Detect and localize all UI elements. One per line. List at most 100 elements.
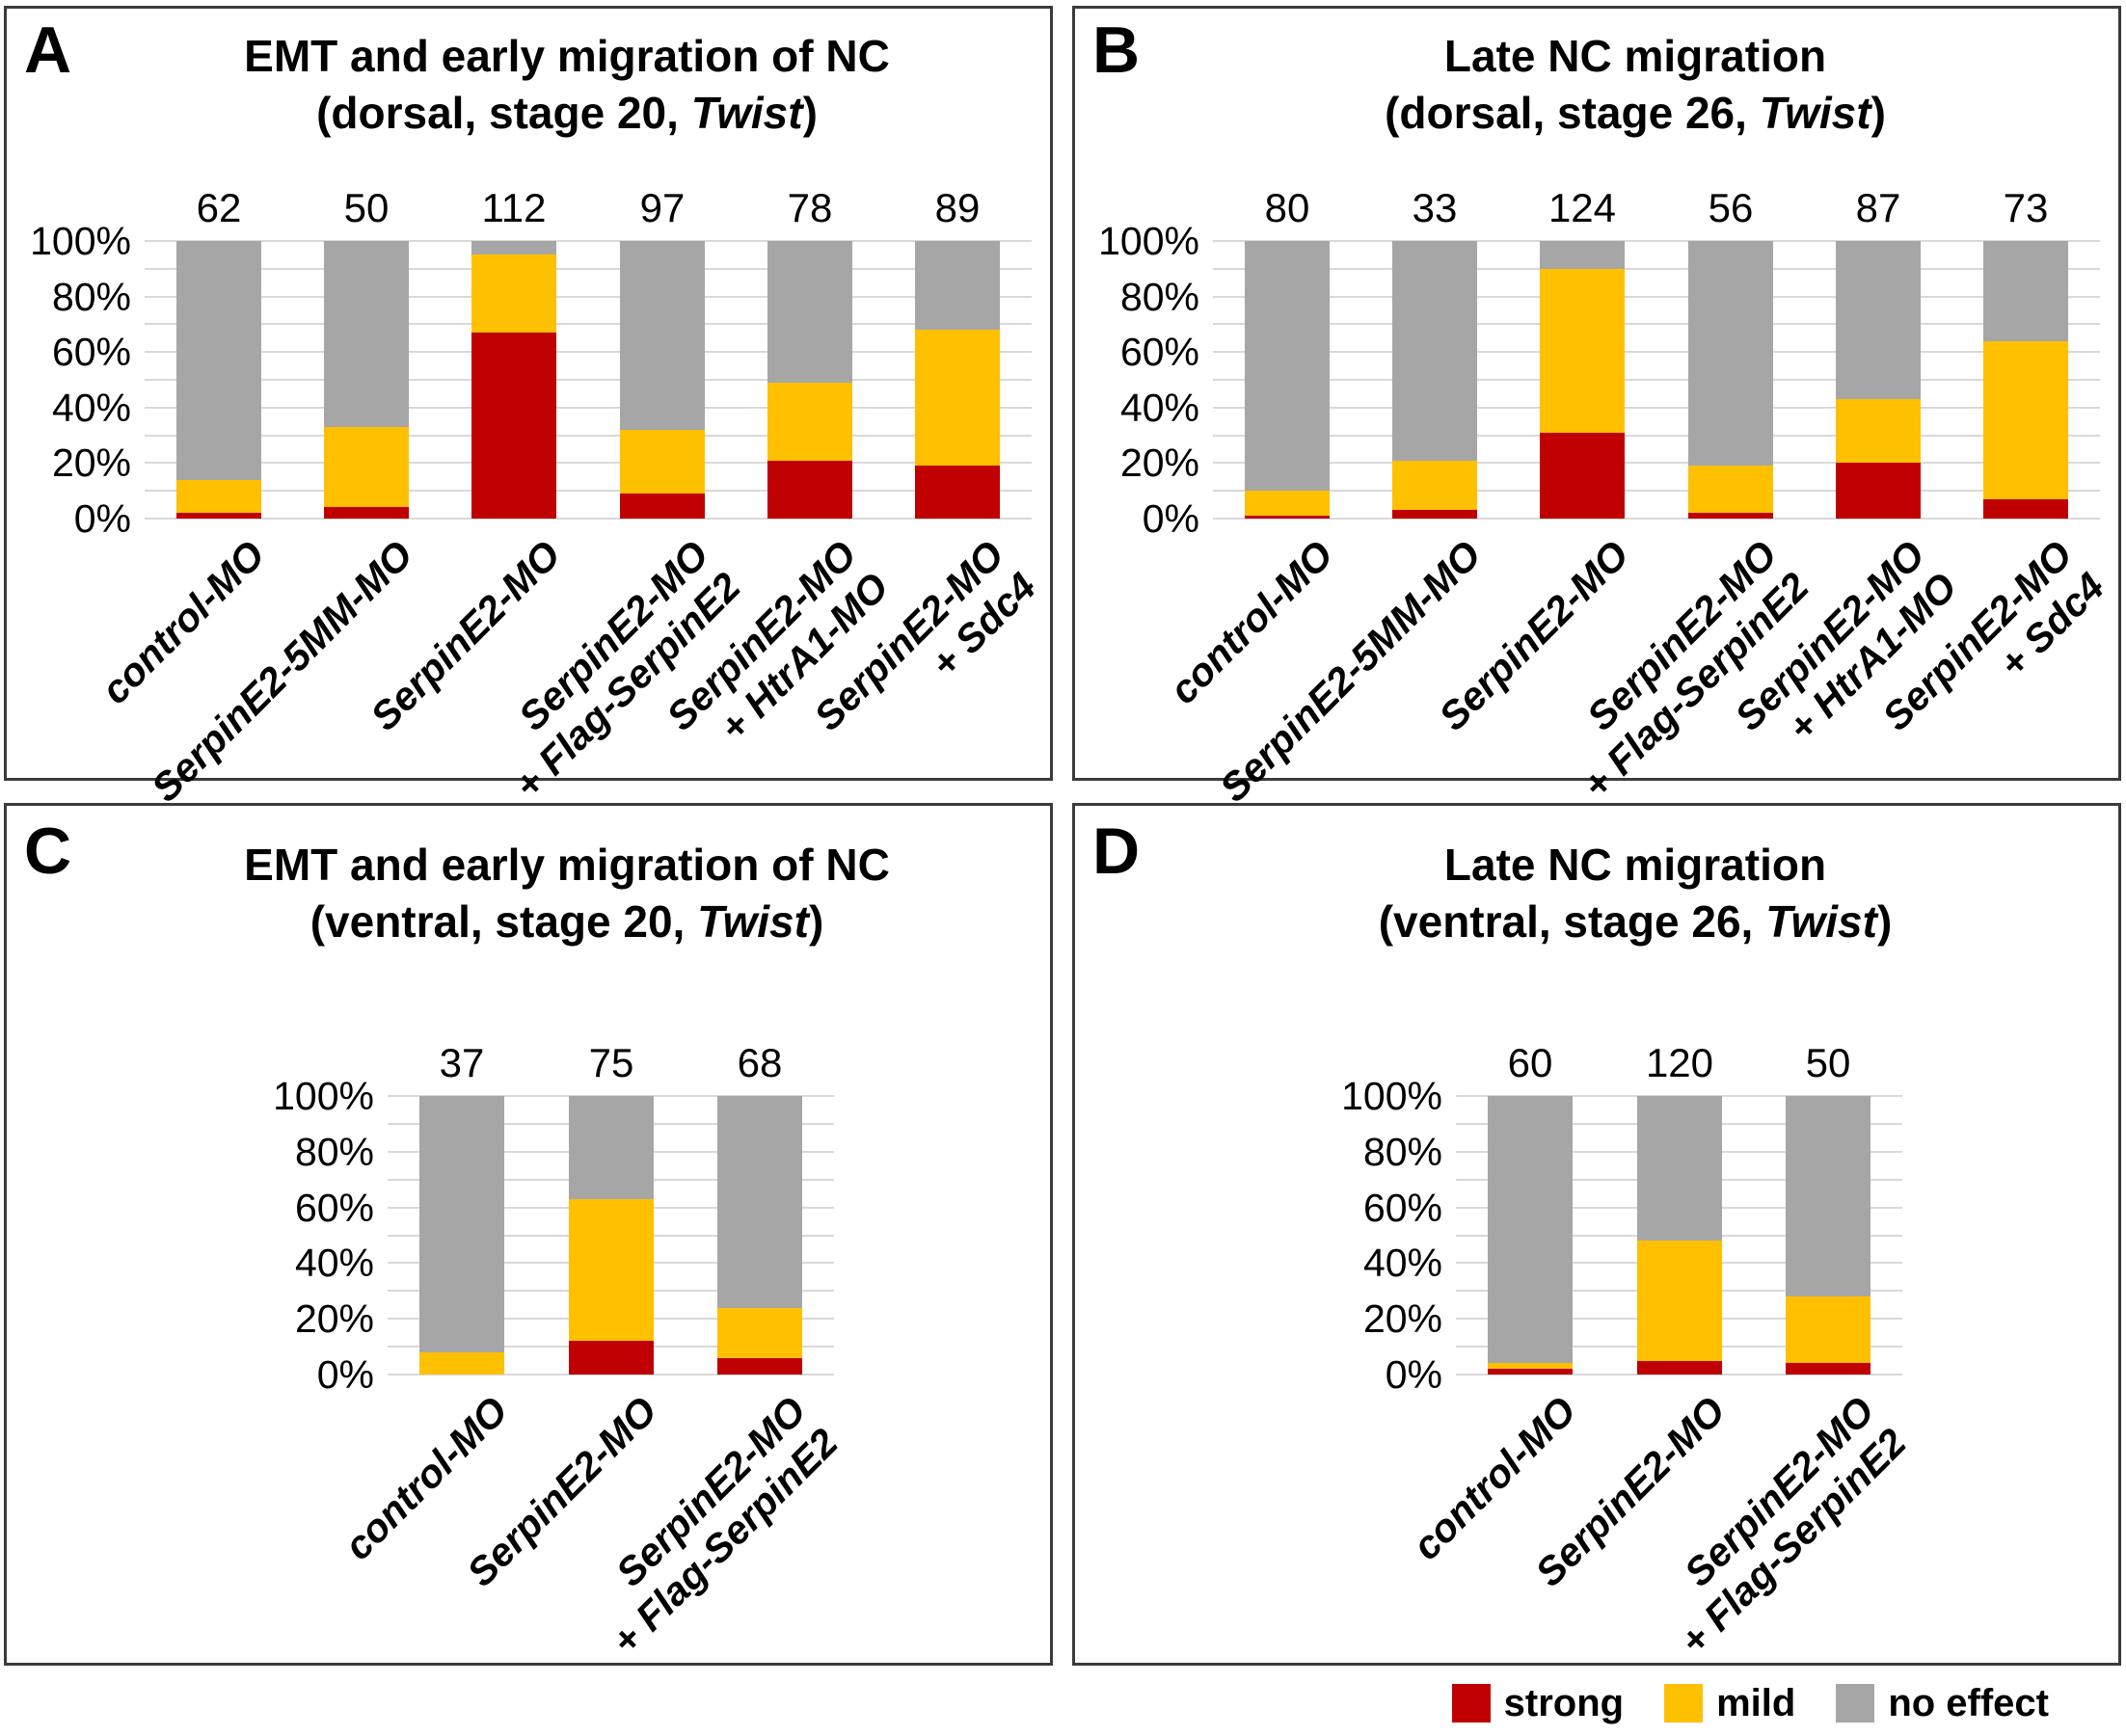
y-axis-tick-label: 80%: [294, 1130, 374, 1174]
y-axis-tick-label: 20%: [1362, 1296, 1442, 1341]
stacked-bar: [620, 241, 705, 519]
panel-B: B Late NC migration (dorsal, stage 26, Twi…: [1072, 6, 2121, 811]
y-axis-tick-label: 80%: [1362, 1130, 1442, 1174]
chart-title: Late NC migration (dorsal, stage 26, Twis…: [1171, 28, 2099, 142]
gridline: [388, 1095, 834, 1097]
bar-segment-strong: [1983, 498, 2068, 519]
bar-segment-mild: [1836, 399, 1921, 464]
x-axis-category-label: SerpinE2-5MM-MO: [143, 532, 421, 811]
gridline: [145, 323, 1032, 325]
gridline: [1213, 435, 2100, 437]
no-effect-swatch-icon: [1836, 1684, 1875, 1723]
gridline: [1456, 1095, 1902, 1097]
bar-segment-no-effect: [1786, 1096, 1870, 1297]
bar-segment-no-effect: [1392, 241, 1477, 461]
gridline: [1213, 323, 2100, 325]
bar-segment-mild: [419, 1351, 504, 1375]
stacked-bar: [1688, 241, 1773, 519]
y-axis-tick-label: 40%: [1119, 386, 1199, 430]
strong-swatch-icon: [1451, 1684, 1491, 1723]
title-text: ): [1870, 88, 1886, 138]
gridline: [145, 435, 1032, 437]
bar-segment-no-effect: [1245, 241, 1330, 492]
bar-segment-no-effect: [1836, 241, 1921, 400]
bar-segment-strong: [1540, 432, 1625, 519]
bar-segment-mild: [767, 382, 852, 461]
bar-segment-mild: [1637, 1241, 1722, 1361]
legend-label: no effect: [1888, 1682, 2049, 1724]
gridline: [1213, 240, 2100, 242]
gridline: [1213, 379, 2100, 381]
gridline: [1213, 268, 2100, 270]
stacked-bar: [569, 1096, 654, 1375]
gridline: [1213, 490, 2100, 492]
bar-segment-no-effect: [1540, 241, 1625, 269]
chart-title-line2: (dorsal, stage 20, Twist): [103, 85, 1031, 142]
bar-segment-strong: [324, 507, 409, 519]
bar-count: 124: [1547, 185, 1617, 230]
title-text: ): [802, 88, 818, 138]
stacked-bar: [1637, 1096, 1722, 1375]
title-italic-gene: Twist: [697, 896, 809, 947]
gridline: [145, 379, 1032, 381]
chart-title: EMT and early migration of NC (ventral, s…: [103, 837, 1031, 950]
bar-segment-no-effect: [1488, 1096, 1573, 1364]
y-axis-tick-label: 20%: [294, 1296, 374, 1341]
y-axis-tick-label: 100%: [273, 1074, 374, 1118]
bar-segment-strong: [620, 494, 705, 519]
bar-segment-mild: [1245, 491, 1330, 517]
bar-segment-strong: [915, 466, 1000, 519]
bar-segment-no-effect: [620, 241, 705, 430]
legend: strong mild no effect: [1451, 1682, 2049, 1724]
bar-segment-mild: [324, 426, 409, 508]
bar-segment-strong: [1786, 1363, 1870, 1375]
chart-title-line1: Late NC migration: [1443, 31, 1827, 81]
stacked-bar: [324, 241, 409, 519]
bar-segment-mild: [176, 479, 261, 514]
chart-title-line2: (ventral, stage 20, Twist): [103, 894, 1031, 950]
bar-segment-strong: [1488, 1369, 1573, 1375]
title-italic-gene: Twist: [1759, 88, 1871, 138]
panel-C: C EMT and early migration of NC (ventral, …: [4, 803, 1053, 1666]
bar-count: 78: [787, 185, 833, 230]
stacked-bar: [176, 241, 261, 519]
bar-segment-strong: [717, 1357, 802, 1375]
y-axis-tick-label: 0%: [1385, 1352, 1442, 1397]
y-axis-tick-label: 60%: [1119, 330, 1199, 374]
stacked-bar: [717, 1096, 802, 1375]
bar-segment-no-effect: [915, 241, 1000, 331]
y-axis-tick-label: 80%: [51, 275, 131, 319]
bar-segment-no-effect: [176, 241, 261, 480]
y-axis-tick-label: 60%: [294, 1186, 374, 1230]
legend-label: strong: [1503, 1682, 1625, 1724]
title-text: (dorsal, stage 26,: [1385, 88, 1760, 138]
stacked-bar: [1786, 1096, 1870, 1375]
bar-count: 80: [1264, 185, 1310, 230]
bar-segment-mild: [1786, 1296, 1870, 1364]
bar-count: 37: [439, 1040, 485, 1085]
bar-segment-no-effect: [717, 1096, 802, 1308]
gridline: [1213, 296, 2100, 298]
bar-segment-mild: [471, 254, 556, 334]
title-italic-gene: Twist: [1765, 896, 1877, 947]
stacked-bar: [1836, 241, 1921, 519]
chart-title-line1: Late NC migration: [1443, 840, 1827, 890]
bar-count: 50: [343, 185, 390, 230]
y-axis-tick-label: 60%: [1362, 1186, 1442, 1230]
gridline: [1213, 407, 2100, 409]
bar-count: 50: [1805, 1040, 1851, 1085]
bar-count: 112: [481, 185, 547, 230]
bar-segment-no-effect: [767, 241, 852, 383]
bar-count: 89: [934, 185, 981, 230]
bar-count: 120: [1645, 1040, 1714, 1085]
bar-segment-mild: [1688, 466, 1773, 514]
bar-segment-strong: [1392, 510, 1477, 519]
legend-item-mild: mild: [1664, 1684, 1795, 1723]
chart-title: Late NC migration (ventral, stage 26, Twi…: [1171, 837, 2099, 950]
y-axis-tick-label: 0%: [73, 496, 131, 541]
bar-count: 73: [2003, 185, 2049, 230]
bar-segment-strong: [1688, 513, 1773, 519]
gridline: [145, 462, 1032, 464]
y-axis-tick-label: 100%: [30, 219, 131, 263]
